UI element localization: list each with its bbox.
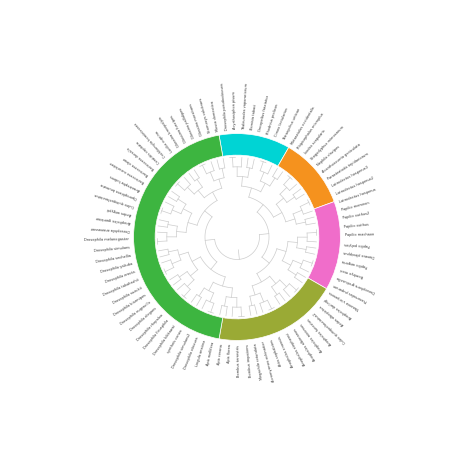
Text: Drosophila pseudoobscura: Drosophila pseudoobscura bbox=[220, 82, 228, 130]
Text: Anopheles sinensis: Anopheles sinensis bbox=[278, 335, 295, 368]
Text: Anopheles albimanus: Anopheles albimanus bbox=[293, 327, 317, 361]
Text: Drosophila melanogaster: Drosophila melanogaster bbox=[84, 237, 129, 242]
Text: Anopheles funestus: Anopheles funestus bbox=[307, 316, 333, 345]
Text: Apis florea: Apis florea bbox=[227, 345, 232, 364]
Text: Bombyx mori: Bombyx mori bbox=[339, 266, 364, 277]
Text: Drosophila yakuba: Drosophila yakuba bbox=[100, 262, 133, 274]
Text: Trialeurodes vaporariorum: Trialeurodes vaporariorum bbox=[242, 82, 248, 129]
Text: Nasonia vitripennis: Nasonia vitripennis bbox=[329, 290, 360, 311]
Text: Drosophila takahashii: Drosophila takahashii bbox=[102, 278, 139, 297]
Text: Anopheles minimus: Anopheles minimus bbox=[300, 322, 325, 352]
Text: syntheis conex: syntheis conex bbox=[167, 329, 184, 354]
Text: Drosophila suzukii: Drosophila suzukii bbox=[112, 286, 143, 305]
Text: Papilio machaon: Papilio machaon bbox=[345, 233, 374, 237]
Text: Bactrocera dorsalis: Bactrocera dorsalis bbox=[126, 145, 155, 170]
Text: Drosophila rhopaloa: Drosophila rhopaloa bbox=[136, 313, 164, 342]
Text: Apis cerana: Apis cerana bbox=[217, 343, 224, 365]
Text: Operophtera brumata: Operophtera brumata bbox=[100, 182, 137, 200]
Text: Drosophila kikkawai: Drosophila kikkawai bbox=[153, 324, 177, 356]
Wedge shape bbox=[308, 201, 340, 289]
Text: Stomoxys calcitrans: Stomoxys calcitrans bbox=[199, 97, 212, 133]
Text: Aedes albopictus: Aedes albopictus bbox=[319, 304, 345, 327]
Text: Drosophila simulans2: Drosophila simulans2 bbox=[171, 333, 191, 369]
Text: Nephila clavipes: Nephila clavipes bbox=[316, 145, 341, 167]
Wedge shape bbox=[278, 147, 334, 209]
Text: Latrodectus hesperus: Latrodectus hesperus bbox=[338, 187, 376, 204]
Text: Anopheles gambiae: Anopheles gambiae bbox=[95, 215, 131, 224]
Text: Lucilia cuprina: Lucilia cuprina bbox=[155, 129, 174, 152]
Text: Megachile rotundata: Megachile rotundata bbox=[254, 343, 264, 380]
Text: Glossina morsitans: Glossina morsitans bbox=[189, 102, 204, 136]
Text: Danaus plexippus: Danaus plexippus bbox=[343, 250, 375, 258]
Text: Glossina brevipalpis: Glossina brevipalpis bbox=[158, 115, 181, 147]
Text: Apis mellifera: Apis mellifera bbox=[207, 342, 216, 366]
Wedge shape bbox=[134, 135, 223, 339]
Text: Anopheles stephensi: Anopheles stephensi bbox=[286, 331, 307, 365]
Text: Pteromalus puparum: Pteromalus puparum bbox=[333, 283, 368, 302]
Text: Musca domestica: Musca domestica bbox=[211, 100, 220, 131]
Text: Latrodectus hesperus3: Latrodectus hesperus3 bbox=[331, 165, 369, 188]
Text: Rhodnius prolixus: Rhodnius prolixus bbox=[266, 103, 280, 135]
Text: Rhipicephalus microplus: Rhipicephalus microplus bbox=[297, 112, 325, 150]
Text: Papilio xuthus2: Papilio xuthus2 bbox=[343, 211, 370, 220]
Text: Drosophila elegans: Drosophila elegans bbox=[129, 307, 158, 332]
Text: Drosophila eugracilis: Drosophila eugracilis bbox=[120, 300, 152, 326]
Text: Drosophila erecta: Drosophila erecta bbox=[105, 270, 136, 284]
Text: Ceratitis capitata: Ceratitis capitata bbox=[136, 139, 161, 164]
Wedge shape bbox=[219, 134, 289, 166]
Text: Bombus impatiens: Bombus impatiens bbox=[246, 344, 253, 377]
Text: Drosophila biarmipes: Drosophila biarmipes bbox=[113, 293, 147, 317]
Text: Ixodes scapularis: Ixodes scapularis bbox=[304, 129, 327, 155]
Text: Parasteatoda tepidariorum: Parasteatoda tepidariorum bbox=[327, 152, 369, 181]
Text: Papilio polytes: Papilio polytes bbox=[345, 242, 371, 247]
Text: Tetranychus urticae: Tetranychus urticae bbox=[283, 108, 301, 141]
Text: Metaseiulus occidentalis: Metaseiulus occidentalis bbox=[290, 106, 316, 145]
Text: Glossina pallidipes: Glossina pallidipes bbox=[179, 107, 196, 139]
Text: Cochliomyia hominivorax: Cochliomyia hominivorax bbox=[134, 121, 167, 158]
Text: Anopheles darlingi: Anopheles darlingi bbox=[324, 297, 354, 319]
Text: Culex quinquefasciatus: Culex quinquefasciatus bbox=[94, 191, 135, 208]
Text: Culex quinquefasciatus2: Culex quinquefasciatus2 bbox=[313, 310, 347, 344]
Text: Drosophila ananassae: Drosophila ananassae bbox=[91, 226, 129, 232]
Text: Drosophila ficusphila: Drosophila ficusphila bbox=[143, 319, 170, 350]
Text: Drosophila simulans: Drosophila simulans bbox=[94, 246, 130, 253]
Text: Latrodectus hesperus2: Latrodectus hesperus2 bbox=[335, 176, 374, 196]
Text: Acyrthosiphon pisum: Acyrthosiphon pisum bbox=[232, 91, 237, 129]
Text: Acanthoscurria geniculata: Acanthoscurria geniculata bbox=[322, 142, 362, 174]
Text: Aedes aegypti: Aedes aegypti bbox=[107, 206, 132, 216]
Text: Oncopeltus fasciatus: Oncopeltus fasciatus bbox=[258, 95, 270, 132]
Text: Bactrocera cucurbitae: Bactrocera cucurbitae bbox=[109, 161, 145, 184]
Text: Papilio memnon: Papilio memnon bbox=[341, 201, 370, 212]
Text: Bemisia tabaci: Bemisia tabaci bbox=[250, 104, 257, 131]
Wedge shape bbox=[219, 278, 327, 340]
Text: Drosophila sechellia: Drosophila sechellia bbox=[95, 254, 131, 264]
Text: Lingula anatina: Lingula anatina bbox=[196, 339, 208, 367]
Wedge shape bbox=[134, 135, 237, 340]
Text: Papilio aegeria: Papilio aegeria bbox=[342, 258, 368, 268]
Text: Bactrocera oleae: Bactrocera oleae bbox=[123, 156, 150, 177]
Text: Stegodyphus mimosarum: Stegodyphus mimosarum bbox=[310, 125, 345, 161]
Text: Atta cephalotes: Atta cephalotes bbox=[270, 338, 283, 366]
Text: Papilio xuthus: Papilio xuthus bbox=[344, 222, 369, 228]
Text: Drosophila obscura: Drosophila obscura bbox=[183, 337, 200, 370]
Text: Anastrepha ludens: Anastrepha ludens bbox=[109, 173, 141, 191]
Text: Acromyrmex echinatior: Acromyrmex echinatior bbox=[262, 341, 276, 383]
Text: Drosophora grotiusella: Drosophora grotiusella bbox=[337, 274, 376, 293]
Text: Glossina fuscipes: Glossina fuscipes bbox=[170, 114, 188, 143]
Text: Bombus terrestris: Bombus terrestris bbox=[237, 345, 241, 377]
Text: Cimex lectularius: Cimex lectularius bbox=[274, 107, 290, 137]
